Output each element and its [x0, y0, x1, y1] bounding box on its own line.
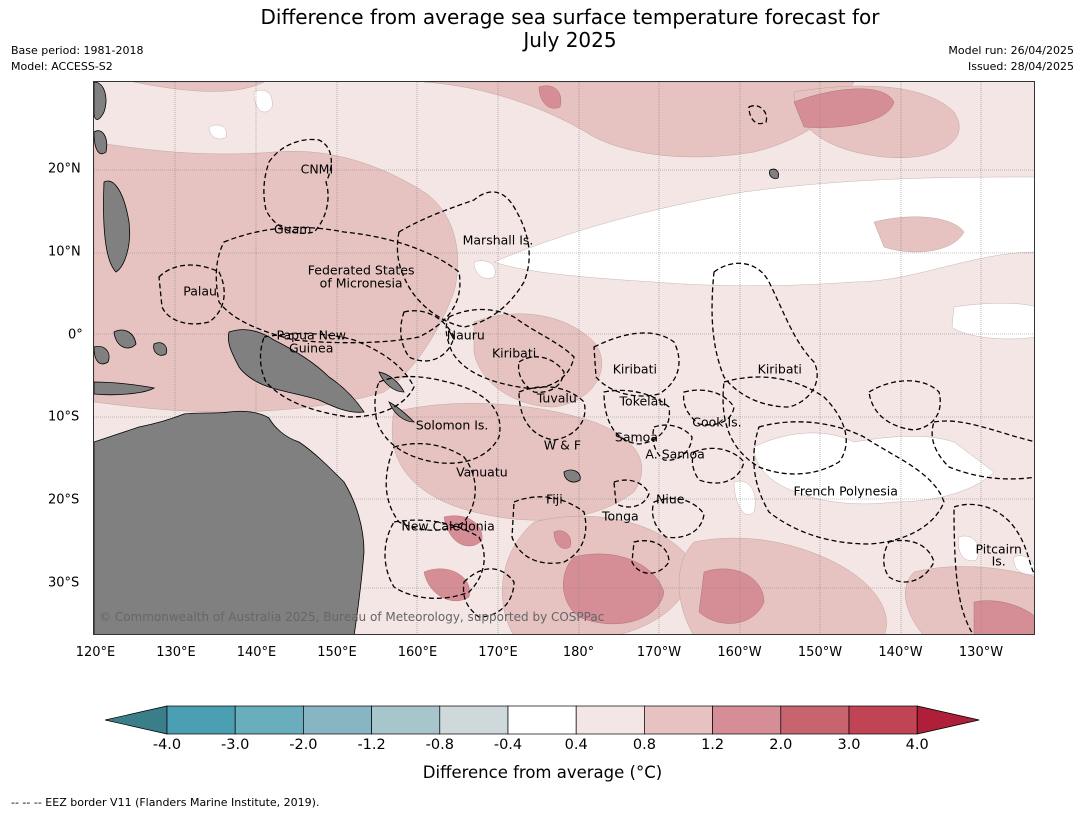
meta-right: Model run: 26/04/2025 Issued: 28/04/2025 [948, 43, 1074, 75]
longitude-tick: 150°E [317, 645, 357, 660]
colorbar-bin [780, 705, 850, 735]
latitude-tick: 20°S [48, 492, 80, 508]
eez-label: Papua New [276, 327, 346, 342]
colorbar-bin [712, 705, 782, 735]
latitude-tick: 30°S [48, 575, 80, 591]
latitude-tick: 0° [68, 327, 83, 342]
longitude-tick: 180° [562, 645, 595, 660]
model-name: Model: ACCESS-S2 [11, 60, 113, 73]
eez-label: Guam [273, 221, 312, 237]
longitude-tick: 150°W [797, 645, 843, 660]
longitude-tick: 170°W [636, 645, 682, 660]
latitude-tick: 10°N [48, 244, 81, 260]
colorbar-bin [644, 705, 713, 735]
longitude-tick: 120°E [75, 645, 116, 660]
eez-label: Tuvalu [536, 390, 577, 406]
colorbar-tick: 4.0 [905, 737, 929, 753]
australia-landmass [94, 410, 365, 634]
eez-label: Niue [656, 491, 685, 507]
eez-label: New Caledonia [401, 518, 495, 534]
land-masses [94, 82, 779, 634]
copyright-notice: © Commonwealth of Australia 2025, Bureau… [99, 610, 605, 624]
sst-anomaly-map: © Commonwealth of Australia 2025, Bureau… [93, 81, 1035, 635]
colorbar-bin [439, 705, 509, 735]
colorbar-tick: -3.0 [221, 737, 250, 753]
eez-label: Federated States [307, 262, 415, 278]
eez-borders [158, 105, 1034, 634]
eez-label: Cook Is. [692, 414, 742, 430]
colorbar-tick: -4.0 [152, 737, 182, 753]
longitude-tick: 160°W [717, 645, 762, 660]
eez-label: Tokelau [619, 393, 667, 409]
eez-label: CNMI [300, 161, 334, 177]
colorbar-tick: -0.4 [493, 737, 523, 753]
colorbar-tick: -1.2 [357, 737, 386, 753]
map-canvas [94, 82, 1034, 634]
colorbar-bin [303, 705, 372, 735]
longitude-tick: 130°W [958, 645, 1004, 660]
longitude-tick: 160°E [397, 645, 438, 660]
eez-label: French Polynesia [793, 483, 898, 499]
colorbar-bin [105, 705, 168, 735]
colorbar-tick: -0.8 [425, 737, 454, 753]
colorbar-tick: 1.2 [701, 737, 725, 753]
base-period: Base period: 1981-2018 [11, 44, 144, 57]
eez-label: Samoa [614, 429, 658, 445]
colorbar-tick: 0.4 [564, 737, 588, 753]
eez-label: Marshall Is. [462, 232, 534, 248]
title-line-2: July 2025 [523, 28, 617, 52]
eez-label: A. Samoa [645, 446, 705, 462]
colorbar-bin [507, 705, 577, 735]
eez-label: Nauru [446, 327, 485, 342]
eez-label: Vanuatu [456, 464, 508, 480]
colorbar-bin [575, 705, 645, 735]
anomaly-1-2-to-2-0-areas [163, 85, 1034, 634]
issued-date: Issued: 28/04/2025 [967, 60, 1074, 73]
model-run: Model run: 26/04/2025 [948, 44, 1074, 57]
colorbar [105, 705, 980, 735]
title-line-1: Difference from average sea surface temp… [260, 5, 880, 29]
colorbar-bin [234, 705, 304, 735]
latitude-tick: 20°N [48, 161, 81, 177]
eez-footnote: -- -- -- EEZ border V11 (Flanders Marine… [11, 796, 320, 809]
colorbar-tick: 3.0 [837, 737, 861, 753]
eez-label: Kiribati [491, 345, 537, 361]
eez-label: Palau [183, 283, 217, 299]
latitude-tick: 10°S [48, 409, 80, 425]
eez-label: Kiribati [612, 361, 657, 377]
colorbar-bin [166, 705, 236, 735]
longitude-tick: 140°W [878, 645, 923, 660]
longitude-tick: 170°E [478, 645, 518, 660]
eez-label: Guinea [289, 340, 334, 356]
new-guinea-landmass [227, 329, 365, 413]
longitude-tick: 130°E [156, 645, 196, 660]
eez-label: Pitcairn [975, 541, 1022, 557]
anomaly-near-zero-areas [203, 89, 1034, 575]
eez-label: Fiji [545, 491, 563, 507]
eez-label: Kiribati [757, 361, 802, 377]
colorbar-bin [371, 705, 441, 735]
colorbar-tick: 0.8 [632, 737, 656, 753]
colorbar-tick: 2.0 [769, 737, 793, 753]
eez-label: W & F [543, 437, 582, 453]
eez-label: Is. [991, 553, 1006, 569]
colorbar-bin [916, 705, 980, 735]
eez-label: Tonga [602, 508, 639, 524]
colorbar-bin [848, 705, 918, 735]
colorbar-tick: -2.0 [289, 737, 318, 753]
eez-label: of Micronesia [319, 275, 403, 291]
longitude-tick: 140°E [236, 645, 277, 660]
colorbar-title: Difference from average (°C) [422, 763, 663, 782]
map-title: Difference from average sea surface temp… [0, 6, 1085, 52]
eez-label: Solomon Is. [415, 417, 489, 433]
meta-left: Base period: 1981-2018 Model: ACCESS-S2 [11, 43, 143, 75]
